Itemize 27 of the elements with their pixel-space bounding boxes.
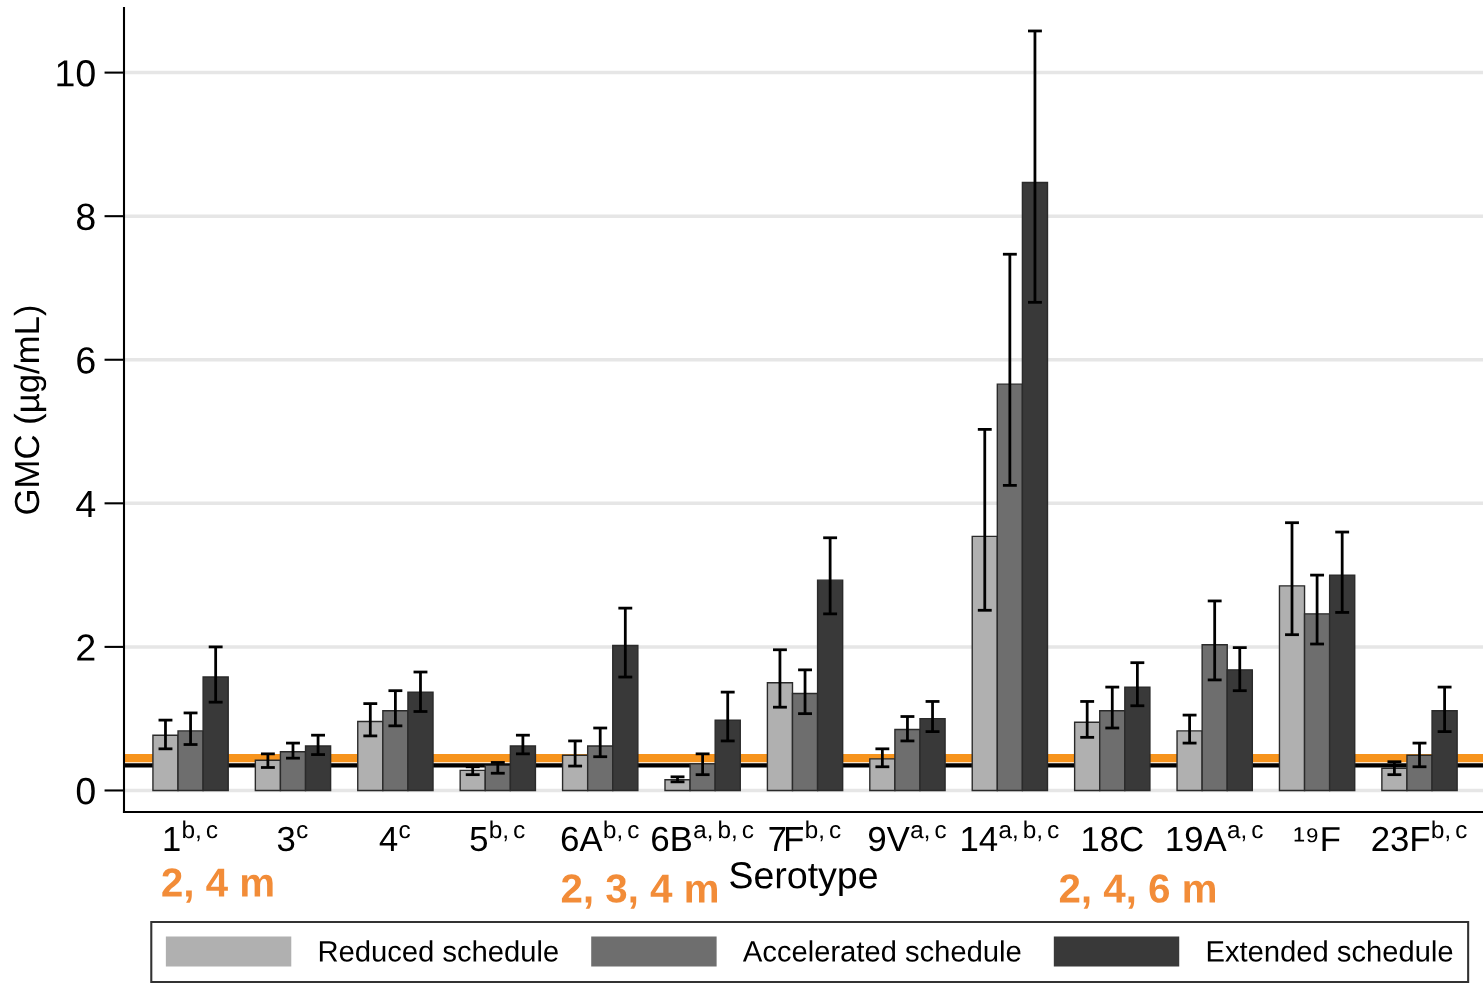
x-tick-label: 9V$^{a,c}$: [868, 825, 946, 852]
x-tick-label: 1$^{b,c}$: [164, 820, 218, 851]
y-tick-label: 10: [57, 60, 95, 87]
y-tick-label: 2: [77, 634, 95, 661]
y-tick-label: 6: [77, 347, 95, 374]
x-tick-label: 5$^{b,c}$: [470, 820, 525, 852]
x-tick-label: 14$^{a,b,c}$: [962, 820, 1059, 851]
x-tick-label: 23F$^{b,c}$: [1372, 820, 1467, 852]
y-axis-title: GMC (µg/mL): [13, 306, 47, 514]
text: 2, 3, 4 m: [561, 874, 717, 909]
x-tick-label: 18C: [1083, 826, 1143, 852]
x-tick-label: 6A$^{b,c}$: [561, 820, 639, 852]
y-tick-label: 8: [77, 203, 95, 231]
x-tick-label: ¹⁹F: [1294, 827, 1340, 852]
x-tick-label: 19A$^{a,c}$: [1167, 825, 1263, 852]
x-tick-label: 6B$^{a,b,c}$: [652, 820, 754, 852]
x-tick-label: 7F$^{b,c}$: [769, 820, 841, 851]
y-tick-label: 0: [76, 777, 95, 805]
text: 2, 4, 6 m: [1059, 874, 1215, 909]
legend-label: Accelerated schedule: [742, 940, 1021, 962]
x-tick-label: 4$^{c}$: [379, 825, 411, 851]
legend-label: Reduced schedule: [319, 940, 558, 962]
x-tick-label: 3$^{c}$: [277, 825, 308, 852]
x-axis-title: Serotype: [730, 862, 877, 896]
legend-label: Extended schedule: [1207, 940, 1453, 962]
text: 2, 4 m: [162, 868, 273, 903]
y-tick-label: 4: [76, 491, 96, 517]
